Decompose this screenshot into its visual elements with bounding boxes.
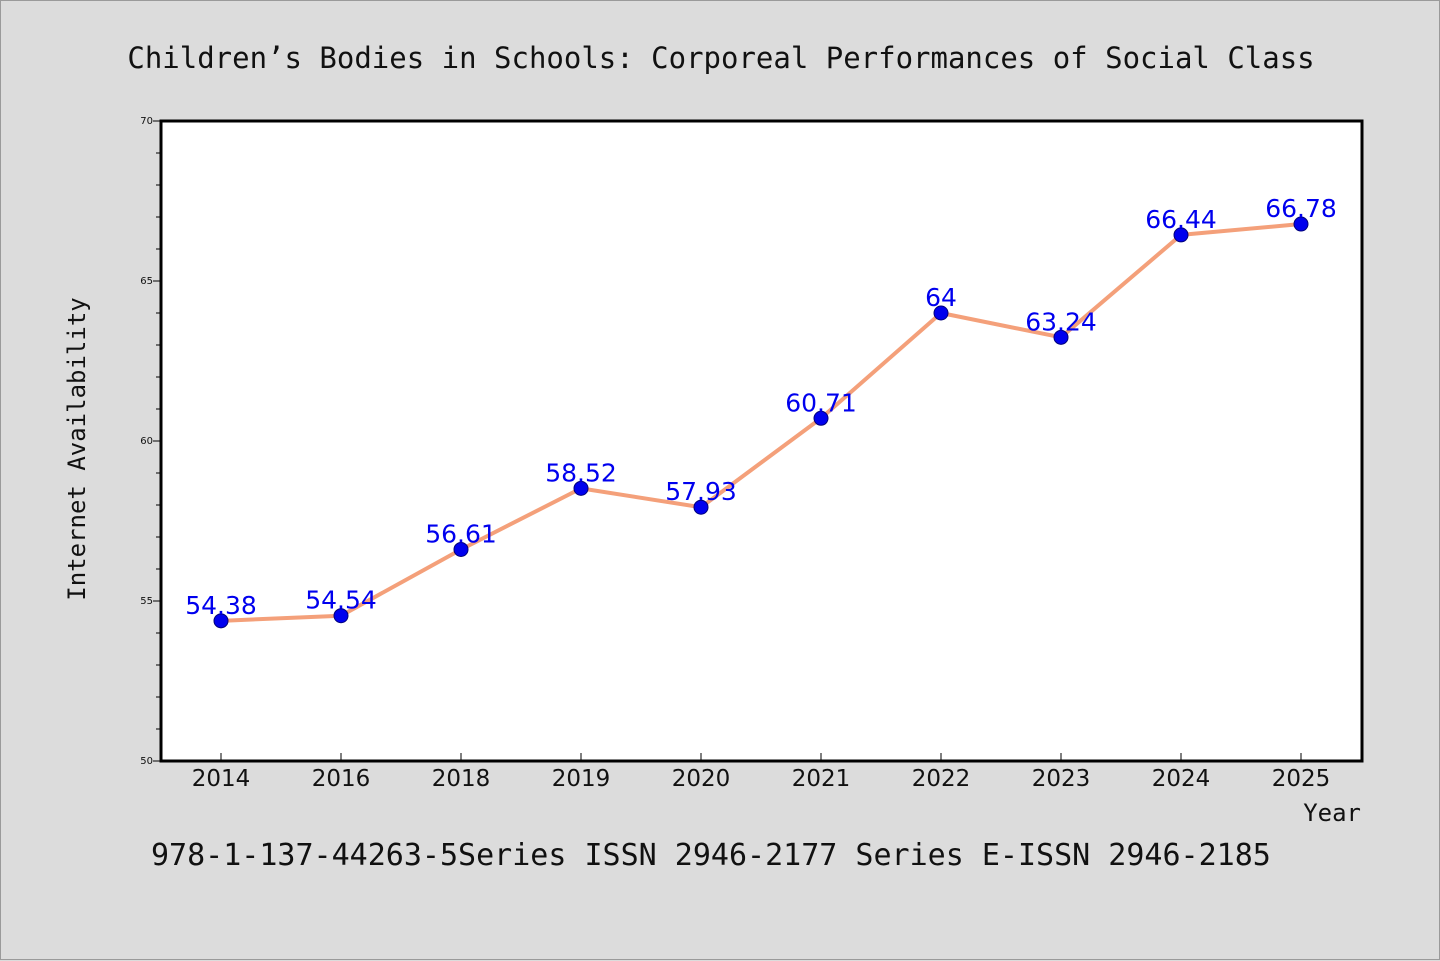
x-axis-ticks: 2014 2016 2018 2019 2020 2021 2022 2023 2024 2025 (192, 753, 1331, 792)
x-axis-label: Year (1303, 799, 1361, 827)
data-point (213, 613, 229, 629)
y-tick-label: 60 (140, 436, 153, 447)
x-tick-label: 2018 (432, 766, 491, 792)
data-label: 56.61 (425, 519, 497, 548)
y-tick-label: 50 (140, 756, 153, 767)
data-point (573, 480, 589, 496)
series-line (219, 222, 1303, 623)
x-tick-label: 2020 (672, 766, 731, 792)
y-tick-label: 55 (140, 596, 153, 607)
x-tick-label: 2023 (1032, 766, 1091, 792)
data-label: 58.52 (545, 458, 617, 487)
data-label: 54.54 (305, 586, 377, 615)
x-tick-label: 2014 (192, 766, 251, 792)
data-point (693, 499, 709, 515)
x-tick-label: 2019 (552, 766, 611, 792)
data-label: 66.78 (1265, 194, 1337, 223)
plot-frame (159, 119, 1364, 763)
y-tick-label: 70 (140, 116, 153, 127)
chart-title: Children’s Bodies in Schools: Corporeal … (127, 41, 1314, 75)
plot-area (161, 121, 1362, 761)
data-point (453, 541, 469, 557)
series-layer: 54.38 54.54 56.61 58.52 57.93 60.71 64 63.24 66.… (185, 194, 1337, 629)
data-label: 60.71 (785, 388, 857, 417)
data-label: 64 (925, 283, 957, 312)
x-tick-label: 2024 (1152, 766, 1211, 792)
data-label: 66.44 (1145, 205, 1217, 234)
y-axis-ticks: 50 55 60 65 70 (140, 116, 161, 767)
footer-isbn-text: 978-1-137-44263-5Series ISSN 2946-2177 S… (151, 838, 1271, 873)
data-point (333, 608, 349, 624)
data-label: 54.38 (185, 591, 257, 620)
data-point (813, 410, 829, 426)
data-point (1293, 216, 1309, 232)
x-tick-label: 2022 (912, 766, 971, 792)
data-point (933, 305, 949, 321)
x-tick-label: 2021 (792, 766, 851, 792)
x-tick-label: 2016 (312, 766, 371, 792)
y-tick-label: 65 (140, 276, 153, 287)
data-point (1173, 227, 1189, 243)
x-tick-label: 2025 (1272, 766, 1331, 792)
data-point (1053, 329, 1069, 345)
y-axis-label: Internet Availability (63, 297, 91, 600)
data-label: 63.24 (1025, 307, 1097, 336)
data-label: 57.93 (665, 477, 737, 506)
